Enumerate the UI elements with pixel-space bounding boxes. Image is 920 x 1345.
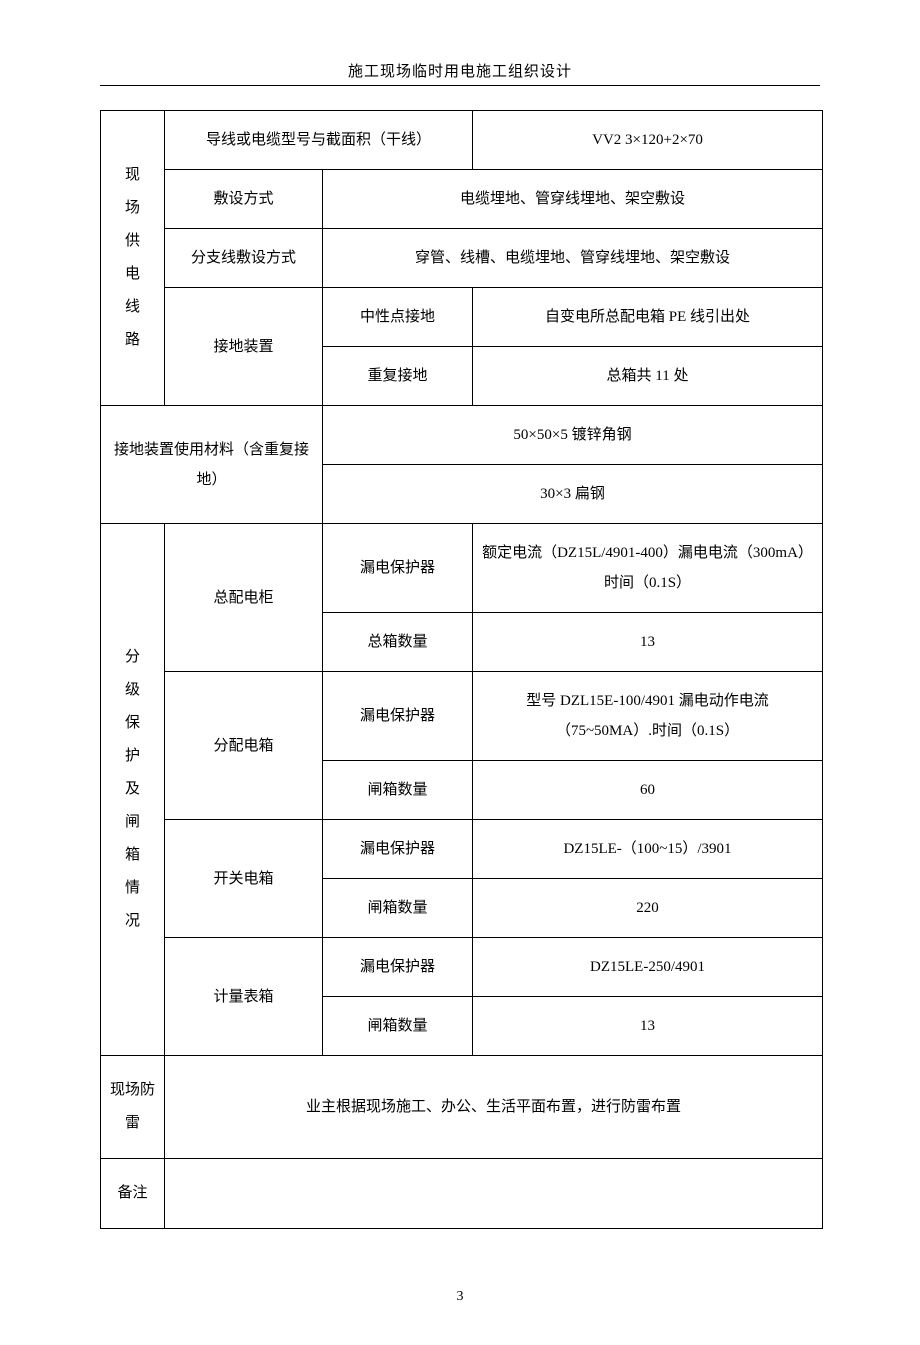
cable-model-label: 导线或电缆型号与截面积（干线） bbox=[165, 111, 473, 170]
neutral-grounding-label: 中性点接地 bbox=[323, 288, 473, 347]
switch-box-count-label: 闸箱数量 bbox=[323, 879, 473, 938]
main-cabinet-label: 总配电柜 bbox=[165, 524, 323, 672]
meter-box-leakage-label: 漏电保护器 bbox=[323, 938, 473, 997]
table-row: 分支线敷设方式 穿管、线槽、电缆埋地、管穿线埋地、架空敷设 bbox=[101, 229, 823, 288]
table-row: 开关电箱 漏电保护器 DZ15LE-（100~15）/3901 bbox=[101, 820, 823, 879]
table-row: 计量表箱 漏电保护器 DZ15LE-250/4901 bbox=[101, 938, 823, 997]
main-cabinet-count-value: 13 bbox=[473, 613, 823, 672]
main-cabinet-leakage-value: 额定电流（DZ15L/4901-400）漏电电流（300mA）时间（0.1S） bbox=[473, 524, 823, 613]
lightning-value: 业主根据现场施工、办公、生活平面布置，进行防雷布置 bbox=[165, 1056, 823, 1159]
meter-box-label: 计量表箱 bbox=[165, 938, 323, 1056]
section-label: 现场供电线路 bbox=[125, 167, 140, 348]
meter-box-count-value: 13 bbox=[473, 997, 823, 1056]
dist-box-count-label: 闸箱数量 bbox=[323, 761, 473, 820]
meter-box-count-label: 闸箱数量 bbox=[323, 997, 473, 1056]
cable-model-value: VV2 3×120+2×70 bbox=[473, 111, 823, 170]
switch-box-leakage-label: 漏电保护器 bbox=[323, 820, 473, 879]
section-protection: 分级保护及闸箱情况 bbox=[101, 524, 165, 1056]
table-row: 接地装置使用材料（含重复接地） 50×50×5 镀锌角钢 bbox=[101, 406, 823, 465]
dist-box-leakage-label: 漏电保护器 bbox=[323, 672, 473, 761]
grounding-material-value2: 30×3 扁钢 bbox=[323, 465, 823, 524]
table-row: 敷设方式 电缆埋地、管穿线埋地、架空敷设 bbox=[101, 170, 823, 229]
branch-laying-label: 分支线敷设方式 bbox=[165, 229, 323, 288]
grounding-label: 接地装置 bbox=[165, 288, 323, 406]
section-site-power: 现场供电线路 bbox=[101, 111, 165, 406]
section-label: 分级保护及闸箱情况 bbox=[125, 649, 140, 929]
switch-box-label: 开关电箱 bbox=[165, 820, 323, 938]
page-number: 3 bbox=[100, 1289, 820, 1305]
meter-box-leakage-value: DZ15LE-250/4901 bbox=[473, 938, 823, 997]
main-cabinet-count-label: 总箱数量 bbox=[323, 613, 473, 672]
switch-box-leakage-value: DZ15LE-（100~15）/3901 bbox=[473, 820, 823, 879]
dist-box-leakage-value: 型号 DZL15E-100/4901 漏电动作电流（75~50MA）.时间（0.… bbox=[473, 672, 823, 761]
main-cabinet-leakage-label: 漏电保护器 bbox=[323, 524, 473, 613]
remarks-value bbox=[165, 1159, 823, 1229]
title-underline bbox=[100, 85, 820, 86]
table-row: 备注 bbox=[101, 1159, 823, 1229]
main-table: 现场供电线路 导线或电缆型号与截面积（干线） VV2 3×120+2×70 敷设… bbox=[100, 110, 823, 1229]
branch-laying-value: 穿管、线槽、电缆埋地、管穿线埋地、架空敷设 bbox=[323, 229, 823, 288]
table-row: 现场防雷 业主根据现场施工、办公、生活平面布置，进行防雷布置 bbox=[101, 1056, 823, 1159]
dist-box-count-value: 60 bbox=[473, 761, 823, 820]
grounding-material-value1: 50×50×5 镀锌角钢 bbox=[323, 406, 823, 465]
page-container: 施工现场临时用电施工组织设计 现场供电线路 导线或电缆型号与截面积（干线） VV… bbox=[0, 0, 920, 1345]
grounding-material-label: 接地装置使用材料（含重复接地） bbox=[101, 406, 323, 524]
laying-method-label: 敷设方式 bbox=[165, 170, 323, 229]
repeat-grounding-value: 总箱共 11 处 bbox=[473, 347, 823, 406]
lightning-label: 现场防雷 bbox=[101, 1056, 165, 1159]
table-row: 接地装置 中性点接地 自变电所总配电箱 PE 线引出处 bbox=[101, 288, 823, 347]
laying-method-value: 电缆埋地、管穿线埋地、架空敷设 bbox=[323, 170, 823, 229]
remarks-label: 备注 bbox=[101, 1159, 165, 1229]
page-title: 施工现场临时用电施工组织设计 bbox=[100, 60, 820, 81]
repeat-grounding-label: 重复接地 bbox=[323, 347, 473, 406]
switch-box-count-value: 220 bbox=[473, 879, 823, 938]
table-row: 分配电箱 漏电保护器 型号 DZL15E-100/4901 漏电动作电流（75~… bbox=[101, 672, 823, 761]
dist-box-label: 分配电箱 bbox=[165, 672, 323, 820]
table-row: 现场供电线路 导线或电缆型号与截面积（干线） VV2 3×120+2×70 bbox=[101, 111, 823, 170]
neutral-grounding-value: 自变电所总配电箱 PE 线引出处 bbox=[473, 288, 823, 347]
table-row: 分级保护及闸箱情况 总配电柜 漏电保护器 额定电流（DZ15L/4901-400… bbox=[101, 524, 823, 613]
